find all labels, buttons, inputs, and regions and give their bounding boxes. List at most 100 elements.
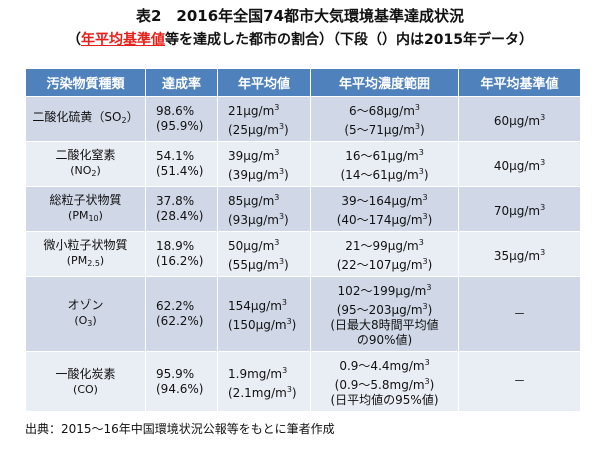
range-2016: 0.9～4.4mg/m3: [313, 355, 456, 374]
formula-post: ): [96, 163, 101, 177]
table-row: 一酸化炭素 (CO) 95.9% (94.6%) 1.9mg/m3 (2.1mg…: [25, 351, 581, 412]
unit-exponent: 3: [540, 202, 546, 212]
range-2016-text: 102～199μg/m: [337, 284, 427, 298]
standard-cell: 35μg/m3: [458, 231, 581, 277]
formula-sub: 2: [91, 168, 97, 178]
source-note: 出典：2015～16年中国環境状況公報等をもとに筆者作成: [25, 422, 335, 436]
mean-2015: (25μg/m3): [228, 119, 308, 138]
mean-2015-close: ): [284, 258, 289, 272]
range-2016-text: 0.9～4.4mg/m: [339, 359, 425, 373]
standard-value: 60μg/m: [493, 113, 541, 128]
pollutant-name: 二酸化窒素: [55, 147, 116, 162]
mean-2015-text: (150μg/m: [228, 318, 287, 332]
header-pollutant: 汚染物質種類: [25, 68, 146, 97]
unit-exponent: 3: [286, 317, 292, 326]
formula-sub: 10: [88, 213, 99, 223]
pollutant-name: オゾン: [67, 297, 104, 312]
rate-cell: 98.6% (95.9%): [145, 96, 218, 142]
range-2016-text: 16～61μg/m: [345, 149, 419, 163]
table-header-row: 汚染物質種類 達成率 年平均値 年平均濃度範囲 年平均基準値: [25, 68, 581, 97]
formula-post: ): [98, 208, 103, 222]
mean-2015: (93μg/m3): [228, 209, 308, 228]
rate-2015: (51.4%): [156, 164, 204, 178]
mean-2015-close: ): [284, 213, 289, 227]
table-row: 総粒子状物質 (PM10) 37.8% (28.4%) 85μg/m3 (93μ…: [25, 186, 581, 232]
mean-2015: (150μg/m3): [228, 314, 308, 333]
standard-cell: －: [458, 276, 581, 352]
formula-pre: （SO: [92, 110, 122, 124]
pollutant-cell: オゾン (O3): [25, 276, 146, 352]
range-2015: (0.9～5.8mg/m3): [313, 374, 456, 393]
unit-exponent: 3: [426, 283, 432, 292]
unit-exponent: 3: [274, 238, 280, 247]
pollutant-formula: (PM10): [28, 208, 143, 226]
formula-sub: 3: [87, 318, 93, 328]
unit-exponent: 3: [278, 167, 285, 176]
range-cell: 102～199μg/m3 (95～203μg/m3) (日最大8時間平均値 の9…: [310, 276, 459, 352]
standard-cell: －: [458, 351, 581, 412]
unit-exponent: 3: [414, 103, 420, 112]
mean-2015: (2.1mg/m3): [228, 382, 308, 401]
unit-exponent: 3: [274, 193, 280, 202]
unit-exponent: 3: [422, 257, 428, 266]
mean-2016: 39μg/m3: [228, 145, 308, 164]
mean-cell: 1.9mg/m3 (2.1mg/m3): [217, 351, 311, 412]
header-range: 年平均濃度範囲: [310, 68, 459, 97]
mean-2016: 1.9mg/m3: [228, 363, 308, 382]
unit-exponent: 3: [414, 122, 420, 131]
range-2015-text: (5～71μg/m: [344, 123, 415, 137]
rate-cell: 18.9% (16.2%): [145, 231, 218, 277]
mean-2016-text: 39μg/m: [228, 149, 275, 163]
air-quality-table: 汚染物質種類 達成率 年平均値 年平均濃度範囲 年平均基準値 二酸化硫黄（SO2…: [25, 68, 581, 412]
range-2015-text: (22～107μg/m: [336, 258, 423, 272]
rate-2016: 98.6%: [156, 104, 195, 118]
formula-pre: (O: [74, 313, 88, 327]
range-2016-text: 6～68μg/m: [349, 104, 415, 118]
mean-cell: 85μg/m3 (93μg/m3): [217, 186, 311, 232]
mean-2016: 85μg/m3: [228, 190, 308, 209]
standard-value: －: [513, 374, 526, 388]
pollutant-formula: (PM2.5): [28, 253, 143, 271]
rate-2016: 95.9%: [156, 366, 195, 381]
range-2015-close: ): [429, 378, 435, 392]
rate-2016: 54.1%: [156, 149, 195, 163]
range-2016-text: 21～99μg/m: [345, 239, 419, 253]
range-2016: 6～68μg/m3: [313, 100, 456, 119]
unit-exponent: 3: [422, 302, 428, 311]
table-title: 表2 2016年全国74都市大気環境基準達成状況: [135, 7, 465, 25]
unit-exponent: 3: [286, 384, 292, 394]
mean-2015-text: (55μg/m: [228, 258, 279, 272]
header-standard: 年平均基準値: [458, 68, 581, 97]
range-2015: (14～61μg/m3): [313, 164, 456, 183]
range-2016: 102～199μg/m3: [313, 280, 456, 299]
standard-value: 40μg/m: [493, 158, 541, 173]
mean-2016-text: 21μg/m: [228, 104, 275, 118]
standard-value: 35μg/m: [493, 248, 541, 263]
range-2016: 39～164μg/m3: [313, 190, 456, 209]
rate-2016: 18.9%: [156, 239, 195, 253]
unit-exponent: 3: [418, 167, 424, 176]
pollutant-formula: (O3): [28, 313, 143, 331]
mean-cell: 154μg/m3 (150μg/m3): [217, 276, 311, 352]
subtitle-open: （: [67, 32, 82, 48]
header-rate: 達成率: [145, 68, 218, 97]
mean-2015-close: ): [284, 123, 289, 137]
unit-exponent: 3: [278, 257, 285, 266]
standard-value: 70μg/m: [493, 203, 541, 218]
rate-cell: 95.9% (94.6%): [145, 351, 218, 412]
range-2015-close: ): [423, 168, 429, 182]
header-mean: 年平均値: [217, 68, 311, 97]
table-row: 微小粒子状物質 (PM2.5) 18.9% (16.2%) 50μg/m3 (5…: [25, 231, 581, 277]
range-2015-close: ): [427, 303, 433, 317]
mean-2016-text: 1.9mg/m: [228, 366, 283, 381]
subtitle-rest: 等を達成した都市の割合）（下段（）内は2015年データ）: [165, 32, 533, 48]
mean-cell: 21μg/m3 (25μg/m3): [217, 96, 311, 142]
unit-exponent: 3: [282, 365, 288, 375]
formula-pre: (PM: [68, 208, 89, 222]
table-row: オゾン (O3) 62.2% (62.2%) 154μg/m3 (150μg/m…: [25, 276, 581, 352]
rate-cell: 54.1% (51.4%): [145, 141, 218, 187]
table-subtitle: （年平均基準値等を達成した都市の割合）（下段（）内は2015年データ）: [0, 30, 600, 50]
rate-2015: (62.2%): [156, 314, 204, 328]
unit-exponent: 3: [422, 212, 428, 221]
pollutant-cell: 二酸化硫黄（SO2）: [25, 96, 146, 142]
